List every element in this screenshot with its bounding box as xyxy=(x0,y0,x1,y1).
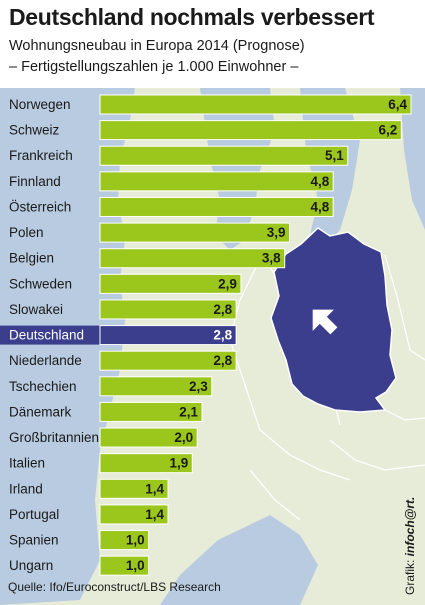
highlight-band xyxy=(0,325,100,345)
bar-oesterreich xyxy=(99,196,334,217)
category-label: Dänemark xyxy=(9,404,72,419)
chart-subtitle: Wohnungsneubau in Europa 2014 (Prognose) xyxy=(9,38,305,54)
value-label: 1,4 xyxy=(145,507,164,522)
map-sea-west xyxy=(0,88,135,605)
map-borders xyxy=(229,254,425,521)
europe-map-background xyxy=(0,88,425,605)
value-label: 1,0 xyxy=(126,533,145,548)
category-label: Belgien xyxy=(9,251,54,266)
value-label: 6,2 xyxy=(379,123,398,138)
map-sea-med xyxy=(160,515,318,605)
category-label: Ungarn xyxy=(9,558,53,573)
category-label: Deutschland xyxy=(9,328,84,343)
category-label: Irland xyxy=(9,481,43,496)
category-label: Großbritannien xyxy=(9,430,99,445)
value-label: 1,0 xyxy=(126,558,145,573)
category-label: Tschechien xyxy=(9,379,77,394)
bar-frankreich xyxy=(99,145,349,166)
value-label: 1,9 xyxy=(170,456,189,471)
bar-italien xyxy=(99,453,193,474)
map-sea-east xyxy=(400,88,425,230)
value-label: 5,1 xyxy=(325,148,344,163)
category-label: Portugal xyxy=(9,507,59,522)
bar-norwegen xyxy=(99,94,412,115)
category-label: Italien xyxy=(9,456,45,471)
category-label: Polen xyxy=(9,225,44,240)
category-label: Österreich xyxy=(9,199,71,214)
category-label: Schweden xyxy=(9,276,72,291)
source-note: Quelle: Ifo/Euroconstruct/LBS Research xyxy=(8,580,221,594)
bar-polen xyxy=(99,222,290,243)
bar-daenemark xyxy=(99,401,203,422)
bar-niederlande xyxy=(99,350,237,371)
value-label: 2,1 xyxy=(179,404,198,419)
value-label: 2,0 xyxy=(174,430,193,445)
category-label: Frankreich xyxy=(9,148,73,163)
value-label: 2,8 xyxy=(213,302,232,317)
bar-schweden xyxy=(99,273,242,294)
bar-slowakei xyxy=(99,299,237,320)
germany-shape xyxy=(270,227,397,413)
credit-brand: infoch@rt. xyxy=(403,496,417,557)
category-label: Norwegen xyxy=(9,97,71,112)
bar-deutschland xyxy=(99,325,237,346)
bar-tschechien xyxy=(99,376,213,397)
chart-subtitle-unit: – Fertigstellungszahlen je 1.000 Einwohn… xyxy=(9,59,299,75)
value-label: 6,4 xyxy=(388,97,407,112)
category-label: Slowakei xyxy=(9,302,63,317)
value-label: 3,9 xyxy=(267,225,286,240)
value-label: 2,8 xyxy=(213,328,232,343)
graphic-credit: Grafik: infoch@rt. xyxy=(403,497,417,595)
credit-prefix: Grafik: xyxy=(403,556,417,595)
category-label: Niederlande xyxy=(9,353,82,368)
header: Deutschland nochmals verbessert Wohnungs… xyxy=(0,0,425,88)
bar-ungarn xyxy=(99,555,150,576)
bar-irland xyxy=(99,478,169,499)
value-label: 1,4 xyxy=(145,481,164,496)
bar-grossbritannien xyxy=(99,427,198,448)
category-label: Finnland xyxy=(9,174,61,189)
bar-schweiz xyxy=(99,120,402,141)
up-arrow-icon xyxy=(312,309,338,335)
value-label: 4,8 xyxy=(311,174,330,189)
chart-title: Deutschland nochmals verbessert xyxy=(9,4,375,30)
bar-portugal xyxy=(99,504,169,525)
value-label: 4,8 xyxy=(311,199,330,214)
value-label: 2,3 xyxy=(189,379,208,394)
value-label: 3,8 xyxy=(262,251,281,266)
bar-belgien xyxy=(99,248,286,269)
value-label: 2,9 xyxy=(218,276,237,291)
category-label: Spanien xyxy=(9,533,59,548)
bar-finnland xyxy=(99,171,334,192)
bar-spanien xyxy=(99,530,150,551)
value-label: 2,8 xyxy=(213,353,232,368)
category-label: Schweiz xyxy=(9,123,60,138)
